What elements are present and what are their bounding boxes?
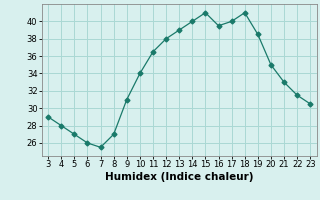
X-axis label: Humidex (Indice chaleur): Humidex (Indice chaleur) — [105, 172, 253, 182]
